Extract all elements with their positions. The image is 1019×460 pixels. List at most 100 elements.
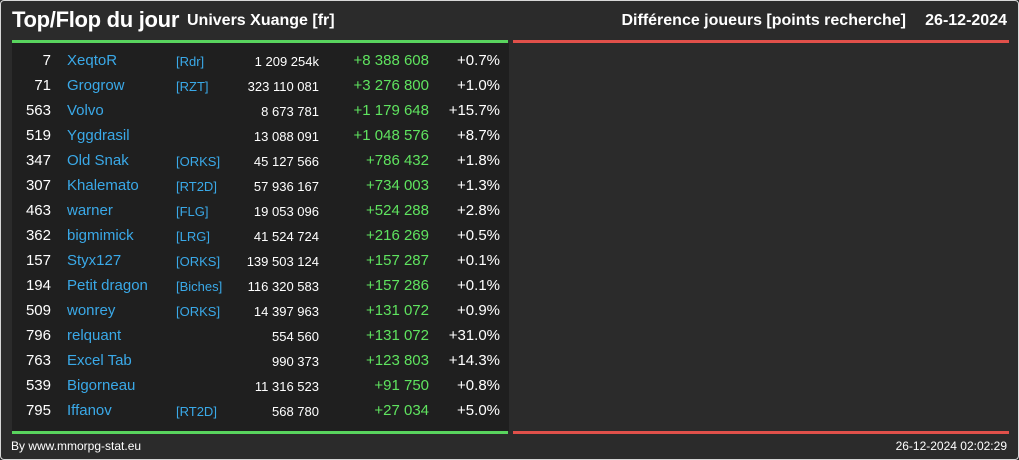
percent-change: +0.1% — [457, 277, 500, 294]
table-row: 519 Yggdrasil 13 088 091 +1 048 576 +8.7% — [12, 123, 509, 148]
player-points: 139 503 124 — [246, 254, 319, 269]
percent-change: +0.8% — [457, 377, 500, 394]
player-points: 14 397 963 — [253, 304, 319, 319]
table-row: 362 bigmimick [LRG] 41 524 724 +216 269 +0.5% — [12, 223, 509, 248]
top-list: 7 XeqtoR [Rdr] 1 209 254k +8 388 608 +0.7% 71 G… — [12, 48, 509, 423]
alliance-tag-link[interactable]: [Rdr] — [176, 54, 205, 69]
flop-bar-lower — [513, 431, 1009, 434]
table-row: 463 warner [FLG] 19 053 096 +524 288 +2.8% — [12, 198, 509, 223]
percent-change: +2.8% — [457, 202, 500, 219]
player-points: 11 316 523 — [254, 379, 319, 394]
player-name-link[interactable]: Styx127 — [67, 252, 122, 269]
alliance-tag-link[interactable]: [RT2D] — [176, 404, 217, 419]
percent-change: +1.3% — [457, 177, 500, 194]
player-points: 57 936 167 — [253, 179, 319, 194]
points-difference: +131 072 — [366, 327, 429, 344]
player-name-link[interactable]: relquant — [67, 327, 122, 344]
table-row: 539 Bigorneau 11 316 523 +91 750 +0.8% — [12, 373, 509, 398]
points-difference: +131 072 — [366, 302, 429, 319]
player-rank: 509 — [25, 302, 51, 319]
player-rank: 362 — [25, 227, 51, 244]
player-points: 41 524 724 — [253, 229, 319, 244]
percent-change: +31.0% — [448, 327, 500, 344]
player-name-link[interactable]: Yggdrasil — [67, 127, 130, 144]
table-row: 194 Petit dragon [Biches] 116 320 583 +157 2… — [12, 273, 509, 298]
player-points: 990 373 — [272, 354, 319, 369]
alliance-tag-link[interactable]: [LRG] — [176, 229, 210, 244]
site-credit: By www.mmorpg-stat.eu — [11, 439, 142, 453]
top-bar-upper — [12, 40, 508, 43]
percent-change: +8.7% — [457, 127, 500, 144]
universe-label: Univers Xuange [fr] — [187, 12, 335, 29]
points-difference: +27 034 — [374, 402, 429, 419]
table-row: 796 relquant 554 560 +131 072 +31.0% — [12, 323, 509, 348]
table-row: 307 Khalemato [RT2D] 57 936 167 +734 003 +1.3… — [12, 173, 509, 198]
alliance-tag-link[interactable]: [ORKS] — [176, 254, 221, 269]
player-points: 568 780 — [272, 404, 319, 419]
player-name-link[interactable]: Old Snak — [67, 152, 129, 169]
points-difference: +734 003 — [366, 177, 429, 194]
points-difference: +786 432 — [366, 152, 429, 169]
player-name-link[interactable]: Khalemato — [67, 177, 139, 194]
alliance-tag-link[interactable]: [ORKS] — [176, 304, 221, 319]
table-row: 509 wonrey [ORKS] 14 397 963 +131 072 +0.9% — [12, 298, 509, 323]
points-difference: +123 803 — [366, 352, 429, 369]
alliance-tag-link[interactable]: [FLG] — [176, 204, 209, 219]
player-name-link[interactable]: wonrey — [67, 302, 116, 319]
flop-panel — [513, 43, 1009, 431]
player-rank: 71 — [34, 77, 51, 94]
player-name-link[interactable]: Petit dragon — [67, 277, 148, 294]
alliance-tag-link[interactable]: [Biches] — [176, 279, 223, 294]
player-rank: 347 — [25, 152, 51, 169]
flop-bar-upper — [513, 40, 1009, 43]
player-name-link[interactable]: Excel Tab — [67, 352, 132, 369]
player-rank: 763 — [25, 352, 51, 369]
alliance-tag-link[interactable]: [RT2D] — [176, 179, 217, 194]
points-difference: +1 048 576 — [353, 127, 430, 144]
player-rank: 194 — [25, 277, 51, 294]
alliance-tag-link[interactable]: [RZT] — [176, 79, 209, 94]
generated-timestamp: 26-12-2024 02:02:29 — [895, 439, 1007, 453]
percent-change: +14.3% — [448, 352, 500, 369]
player-name-link[interactable]: XeqtoR — [67, 52, 118, 69]
table-row: 795 Iffanov [RT2D] 568 780 +27 034 +5.0% — [12, 398, 509, 423]
player-name-link[interactable]: Iffanov — [67, 402, 112, 419]
percent-change: +0.7% — [457, 52, 500, 69]
percent-change: +0.5% — [457, 227, 500, 244]
points-difference: +1 179 648 — [353, 102, 430, 119]
percent-change: +1.0% — [457, 77, 500, 94]
percent-change: +5.0% — [457, 402, 500, 419]
points-difference: +8 388 608 — [353, 52, 430, 69]
percent-change: +0.1% — [457, 252, 500, 269]
player-rank: 463 — [25, 202, 51, 219]
points-difference: +3 276 800 — [353, 77, 430, 94]
player-name-link[interactable]: bigmimick — [67, 227, 134, 244]
percent-change: +0.9% — [457, 302, 500, 319]
player-rank: 7 — [42, 52, 51, 69]
player-name-link[interactable]: Volvo — [67, 102, 104, 119]
player-name-link[interactable]: Bigorneau — [67, 377, 136, 394]
page-title: Top/Flop du jour — [12, 7, 180, 32]
player-rank: 795 — [25, 402, 51, 419]
alliance-tag-link[interactable]: [ORKS] — [176, 154, 221, 169]
player-points: 1 209 254k — [254, 54, 319, 69]
table-row: 563 Volvo 8 673 781 +1 179 648 +15.7% — [12, 98, 509, 123]
player-points: 323 110 081 — [247, 79, 319, 94]
player-name-link[interactable]: Grogrow — [67, 77, 125, 94]
top-bar-lower — [12, 431, 508, 434]
player-rank: 307 — [25, 177, 51, 194]
player-name-link[interactable]: warner — [67, 202, 113, 219]
player-rank: 519 — [25, 127, 51, 144]
percent-change: +15.7% — [448, 102, 500, 119]
points-difference: +157 286 — [366, 277, 429, 294]
report-date: 26-12-2024 — [925, 12, 1007, 29]
player-points: 13 088 091 — [253, 129, 319, 144]
player-rank: 157 — [25, 252, 51, 269]
table-row: 157 Styx127 [ORKS] 139 503 124 +157 287 +0.1% — [12, 248, 509, 273]
points-difference: +216 269 — [366, 227, 429, 244]
points-difference: +524 288 — [366, 202, 429, 219]
table-row: 71 Grogrow [RZT] 323 110 081 +3 276 800 +1.0% — [12, 73, 509, 98]
percent-change: +1.8% — [457, 152, 500, 169]
points-difference: +157 287 — [366, 252, 429, 269]
